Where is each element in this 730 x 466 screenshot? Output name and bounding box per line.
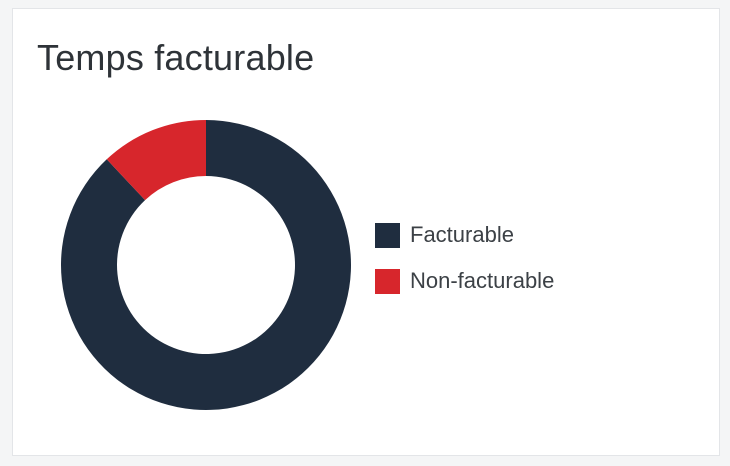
- donut-slice-facturable[interactable]: [60, 120, 352, 410]
- chart-card: Temps facturable Facturable Non-facturabl…: [12, 8, 720, 456]
- donut-slices: [60, 120, 352, 410]
- donut-chart: [60, 120, 352, 410]
- legend-swatch-non-facturable: [375, 268, 400, 294]
- legend-label-non-facturable: Non-facturable: [410, 268, 555, 293]
- donut-slice-non-facturable[interactable]: [106, 120, 206, 201]
- legend-label-facturable: Facturable: [410, 222, 514, 247]
- legend-item-non-facturable[interactable]: Non-facturable: [375, 267, 554, 295]
- legend-swatch-facturable: [375, 222, 400, 248]
- legend-item-facturable[interactable]: Facturable: [375, 221, 554, 249]
- chart-legend: Facturable Non-facturable: [375, 221, 554, 313]
- chart-title: Temps facturable: [37, 37, 315, 78]
